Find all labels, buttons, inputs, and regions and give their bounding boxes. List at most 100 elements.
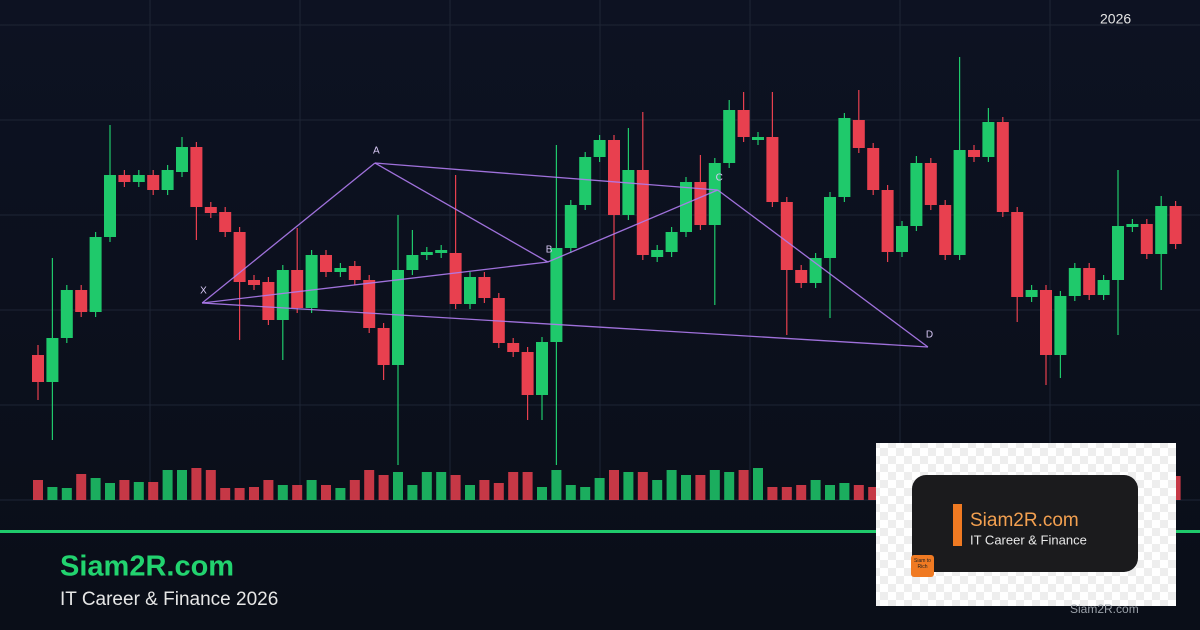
badge-logo-text: Siam to Rich	[914, 558, 931, 570]
badge-card	[912, 475, 1138, 572]
candle-body	[132, 175, 145, 182]
candle-body	[190, 147, 203, 207]
candle-body	[305, 255, 318, 308]
candle-body	[867, 148, 880, 190]
volume-bar	[781, 487, 792, 500]
candle-body	[1040, 290, 1052, 355]
volume-bar	[853, 485, 864, 500]
candle-body	[75, 290, 88, 312]
volume-bar	[277, 485, 288, 500]
volume-bar	[205, 470, 216, 500]
volume-bar	[537, 487, 547, 500]
candle-body	[1054, 296, 1067, 355]
candle-body	[521, 352, 534, 395]
year: 2026	[1100, 11, 1131, 27]
volume-bar	[349, 480, 360, 500]
brand: Siam2R.com	[60, 551, 234, 583]
candles	[32, 57, 1182, 465]
pattern: X A B C D	[200, 146, 933, 348]
candle-body	[1011, 212, 1024, 297]
candle-body	[248, 280, 260, 285]
badge: Siam2R.com IT Career & Finance Siam to R…	[876, 443, 1176, 616]
volume-bar	[47, 487, 58, 500]
candle-body	[147, 175, 160, 190]
candle-body	[348, 266, 361, 280]
candle-body	[435, 250, 448, 253]
volume-bar	[90, 478, 101, 500]
volume-bar	[436, 472, 447, 500]
volume-bar	[292, 485, 303, 500]
candle-body	[795, 270, 808, 283]
volume-bar	[76, 474, 87, 500]
volume-bar	[681, 475, 691, 500]
candle-body	[593, 140, 606, 157]
candle-body	[982, 122, 995, 157]
volume-bar	[666, 470, 677, 500]
grid	[0, 0, 1200, 501]
volume-bar	[709, 470, 720, 500]
candle-body	[392, 270, 404, 365]
candle-body	[1097, 280, 1110, 295]
candle-body	[910, 163, 923, 226]
candle-body	[896, 226, 908, 252]
candle-body	[406, 255, 419, 270]
pattern-label: A	[373, 146, 380, 157]
candle-body	[536, 342, 548, 395]
volume-bar	[753, 468, 763, 500]
volume-bar	[522, 472, 533, 500]
badge-logo-text-box: Siam to Rich	[914, 558, 931, 570]
volume-bar	[508, 472, 519, 500]
volume-bar	[148, 482, 159, 500]
candle-body	[780, 202, 793, 270]
candle-body	[708, 163, 721, 225]
divider	[0, 530, 1200, 533]
volume-bar	[637, 472, 648, 500]
candle-body	[46, 338, 59, 382]
volume-bar	[191, 468, 202, 500]
candle-body	[852, 120, 865, 148]
candle-body	[89, 237, 102, 312]
pattern-line	[201, 162, 376, 304]
candle-body	[363, 280, 376, 328]
candle-body	[550, 248, 563, 342]
volume-bar	[407, 485, 418, 500]
candle-body	[478, 277, 491, 298]
volume-bar	[868, 487, 879, 500]
volume-bar	[738, 470, 749, 500]
candle-body	[1025, 290, 1038, 297]
candle-body	[60, 290, 73, 338]
pattern-line	[717, 189, 929, 348]
pattern-line	[547, 189, 718, 263]
candle-body	[507, 343, 520, 352]
candle-body	[334, 268, 347, 272]
pattern-label: X	[200, 286, 207, 297]
volume-bar	[421, 472, 432, 500]
pattern-line	[202, 302, 928, 348]
candle-body	[1112, 226, 1124, 280]
candle-body	[881, 190, 894, 252]
volume-bar	[119, 480, 130, 500]
badge-bar	[953, 504, 962, 546]
candle-body	[1169, 206, 1182, 244]
volume-bar	[609, 470, 619, 500]
candle-body	[968, 150, 980, 157]
candle-body	[1140, 224, 1153, 254]
volume-bar	[479, 480, 490, 500]
candle-body	[262, 282, 275, 320]
volume-bar	[839, 483, 850, 500]
volume-bar	[321, 485, 331, 500]
candle-body	[824, 197, 836, 258]
watermark: Siam2R.com	[1070, 602, 1139, 616]
candle-body	[204, 207, 217, 213]
candle-body	[723, 110, 736, 163]
volume-bar	[810, 480, 821, 500]
pattern-line	[202, 261, 548, 304]
candle-body	[1068, 268, 1081, 296]
candle-body	[161, 170, 174, 190]
candle-body	[651, 250, 664, 257]
volume-bar	[162, 470, 173, 500]
volume-bar	[133, 482, 144, 500]
volume-bar	[493, 483, 504, 500]
candle-body	[1083, 268, 1096, 295]
